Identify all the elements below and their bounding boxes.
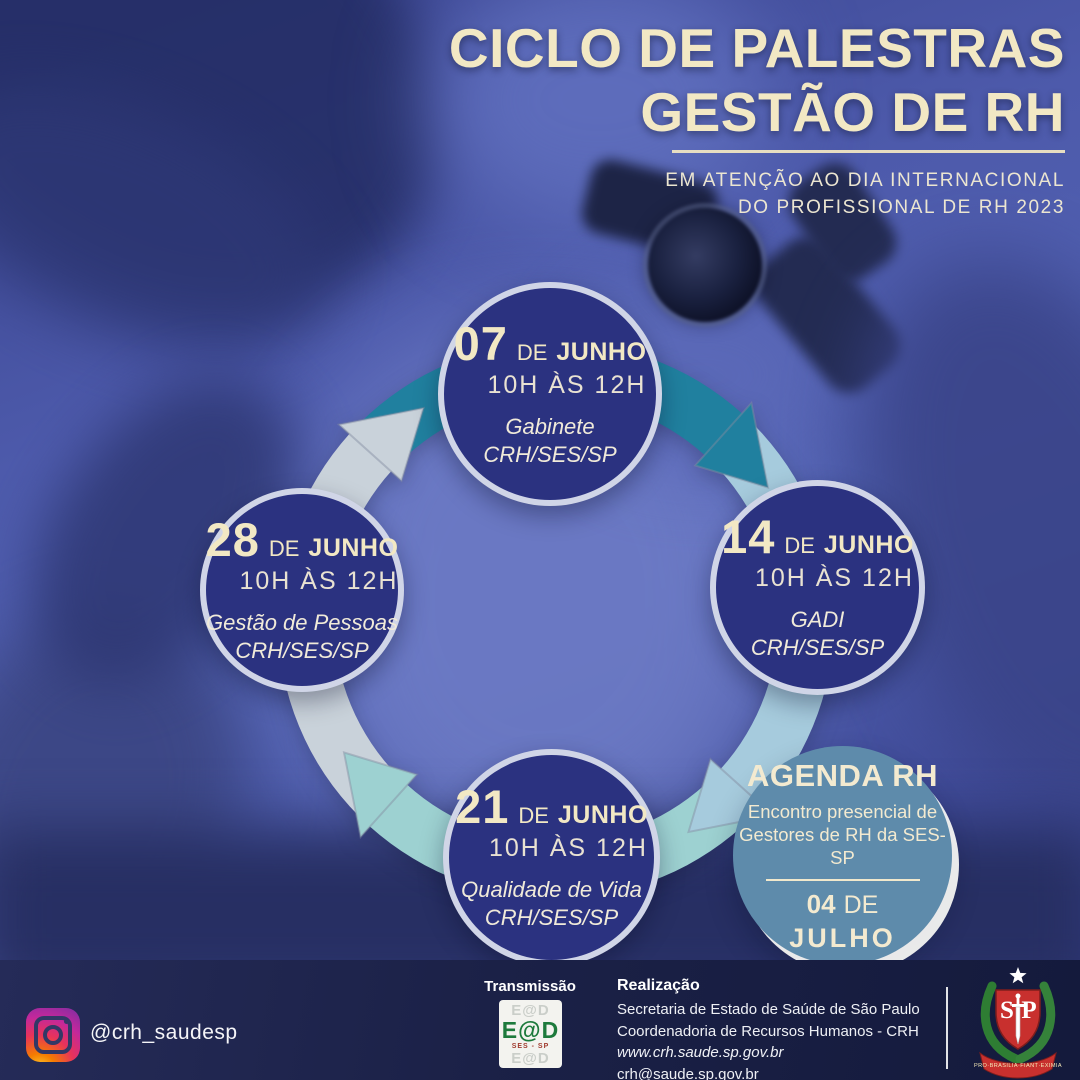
ead-ses-sp-logo: E@D E@D SES - SP E@D <box>499 1000 562 1068</box>
title-line-1: CICLO DE PALESTRAS <box>448 17 1065 79</box>
agenda-rh-circle: AGENDA RH Encontro presencial de Gestore… <box>733 746 952 965</box>
agenda-line-1: Encontro presencial de <box>747 800 938 822</box>
org-line-1: Secretaria de Estado de Saúde de São Pau… <box>617 1001 920 1018</box>
cycle-arrowhead-ne <box>693 400 770 489</box>
agenda-description: Encontro presencial de Gestores de RH da… <box>733 800 952 869</box>
instagram-camera-lens <box>43 1025 63 1045</box>
event-day: 07 <box>453 316 508 370</box>
agenda-line-2: Gestores de RH da SES-SP <box>739 823 946 868</box>
crest-sword-grip <box>1016 997 1020 1004</box>
event-day: 21 <box>455 780 510 833</box>
event-time: 10H ÀS 12H <box>488 834 648 862</box>
event-datetime: 21 DE JUNHO 10H ÀS 12H <box>455 783 648 863</box>
agenda-connector: DE <box>843 890 879 919</box>
event-venue: Qualidade de Vida CRH/SES/SP <box>461 876 642 932</box>
event-circle-june-14: 14 DE JUNHO 10H ÀS 12H GADI CRH/SES/SP <box>710 480 925 695</box>
event-venue: Gestão de Pessoas CRH/SES/SP <box>206 609 398 665</box>
realization-label: Realização <box>617 977 700 994</box>
subtitle: EM ATENÇÃO AO DIA INTERNACIONAL DO PROFI… <box>545 167 1065 221</box>
crest-wreath-right <box>1015 981 1056 1064</box>
event-time: 10H ÀS 12H <box>487 370 647 399</box>
cycle-arrowhead-nw <box>336 406 425 483</box>
cycle-arrowhead-sw <box>342 751 419 840</box>
email-address: crh@saude.sp.gov.br <box>617 1065 759 1080</box>
event-month: JUNHO <box>556 337 647 366</box>
organization-info: Secretaria de Estado de Saúde de São Pau… <box>617 999 920 1080</box>
agenda-title: AGENDA RH <box>746 757 939 793</box>
event-time: 10H ÀS 12H <box>239 566 399 595</box>
venue-line-2: CRH/SES/SP <box>235 637 369 663</box>
instagram-camera-frame <box>34 1016 72 1054</box>
website-url: www.crh.saude.sp.gov.br <box>617 1044 784 1061</box>
event-circle-june-28: 28 DE JUNHO 10H ÀS 12H Gestão de Pessoas… <box>200 488 404 692</box>
instagram-icon <box>26 1008 80 1062</box>
page-title: CICLO DE PALESTRAS GESTÃO DE RH <box>405 16 1065 144</box>
event-connector: DE <box>784 533 815 558</box>
ead-logo-text: E@D <box>501 1016 560 1043</box>
subtitle-line-1: EM ATENÇÃO AO DIA INTERNACIONAL <box>665 170 1065 191</box>
instagram-camera-dot <box>64 1019 69 1024</box>
event-datetime: 07 DE JUNHO 10H ÀS 12H <box>454 320 647 400</box>
event-venue: GADI CRH/SES/SP <box>751 606 884 662</box>
event-day: 14 <box>721 510 776 563</box>
ead-logo-subtext: SES - SP <box>511 1042 550 1050</box>
event-connector: DE <box>516 339 548 365</box>
venue-line-1: Gabinete <box>505 413 595 439</box>
event-day: 28 <box>205 512 260 566</box>
title-line-2: GESTÃO DE RH <box>640 81 1065 143</box>
crest-initial-s: S <box>1000 997 1014 1024</box>
crest-star <box>1009 967 1027 984</box>
event-month: JUNHO <box>557 801 648 829</box>
agenda-day: 04 <box>806 888 836 919</box>
transmission-label: Transmissão <box>484 978 576 995</box>
agenda-divider <box>765 878 920 881</box>
venue-line-1: Qualidade de Vida <box>461 877 642 902</box>
event-connector: DE <box>268 535 300 561</box>
ead-logo-ghost-bottom: E@D <box>511 1049 550 1067</box>
venue-line-2: CRH/SES/SP <box>484 905 619 930</box>
event-circle-june-07: 07 DE JUNHO 10H ÀS 12H Gabinete CRH/SES/… <box>438 282 662 506</box>
event-datetime: 14 DE JUNHO 10H ÀS 12H <box>721 513 914 593</box>
ead-logo-ghost-top: E@D <box>511 1001 550 1019</box>
crest-initial-p: P <box>1021 997 1036 1024</box>
venue-line-2: CRH/SES/SP <box>483 441 617 467</box>
subtitle-line-2: DO PROFISSIONAL DE RH 2023 <box>737 197 1065 218</box>
crest-sword-blade <box>1015 1006 1021 1045</box>
event-datetime: 28 DE JUNHO 10H ÀS 12H <box>206 516 399 596</box>
event-venue: Gabinete CRH/SES/SP <box>483 413 616 469</box>
instagram-handle: @crh_saudesp <box>90 1021 238 1044</box>
event-time: 10H ÀS 12H <box>754 564 914 592</box>
venue-line-2: CRH/SES/SP <box>750 635 885 660</box>
title-divider <box>672 150 1065 153</box>
agenda-date: 04 DE <box>807 889 879 920</box>
venue-line-1: Gestão de Pessoas <box>206 609 399 635</box>
event-month: JUNHO <box>823 531 914 559</box>
crest-sword-guard <box>1012 1004 1024 1007</box>
venue-line-1: GADI <box>790 607 845 632</box>
agenda-month: JULHO <box>789 922 896 953</box>
org-line-2: Coordenadoria de Recursos Humanos - CRH <box>617 1022 919 1040</box>
footer-divider <box>946 987 948 1069</box>
event-connector: DE <box>518 803 549 828</box>
crest-wreath-left <box>980 981 1021 1064</box>
crest-ribbon <box>979 1051 1057 1079</box>
crest-motto: PRO·BRASILIA·FIANT·EXIMIA <box>974 1063 1062 1069</box>
event-month: JUNHO <box>308 533 399 562</box>
sao-paulo-coat-of-arms: S P PRO·BRASILIA·FIANT·EXIMIA <box>974 967 1062 1079</box>
event-circle-june-21: 21 DE JUNHO 10H ÀS 12H Qualidade de Vida… <box>443 749 660 966</box>
